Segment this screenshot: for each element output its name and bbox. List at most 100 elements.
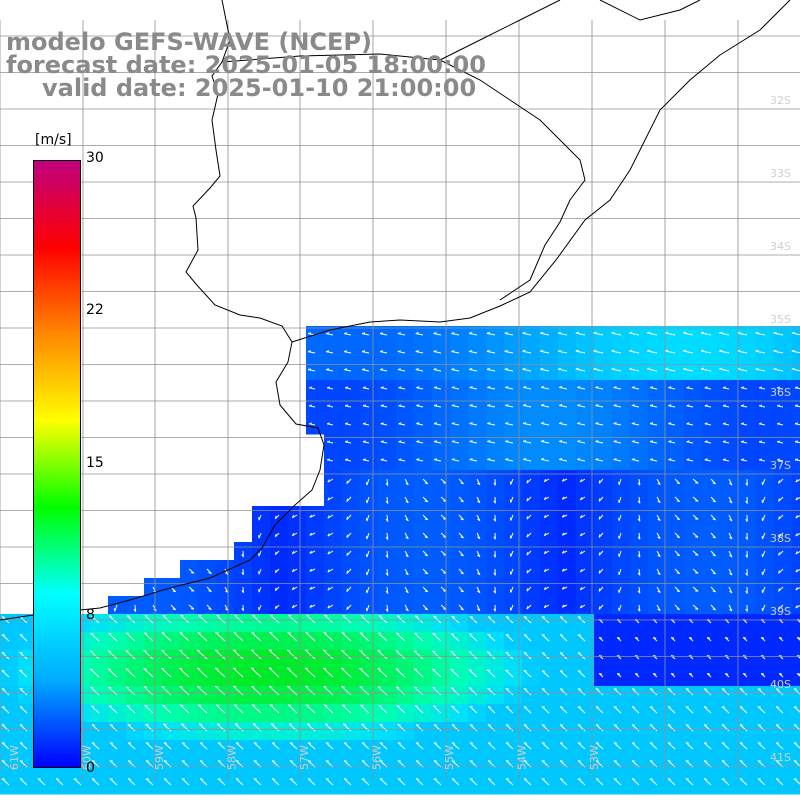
wind-arrow	[523, 670, 532, 678]
wind-arrow-head	[450, 650, 454, 653]
wind-speed-cell	[684, 614, 703, 633]
wind-arrow-head	[451, 742, 456, 744]
wind-arrow	[305, 614, 316, 624]
wind-speed-cell	[774, 650, 793, 669]
wind-arrow-head	[577, 706, 582, 708]
wind-speed-cell	[342, 452, 361, 471]
wind-arrow-head	[613, 778, 618, 780]
wind-arrow-head	[416, 440, 420, 443]
wind-arrow-head	[647, 367, 651, 370]
wind-arrow-head	[208, 572, 212, 575]
wind-arrow	[125, 686, 136, 696]
wind-arrow-head	[268, 667, 273, 670]
wind-arrow	[188, 604, 195, 610]
wind-arrow	[559, 440, 568, 444]
wind-speed-cell	[486, 416, 505, 435]
wind-arrow	[215, 685, 226, 696]
wind-arrow-head	[179, 632, 183, 634]
wind-arrow-head	[758, 458, 763, 461]
wind-arrow-head	[271, 778, 276, 780]
wind-arrow-head	[270, 723, 275, 725]
wind-arrow-head	[324, 614, 328, 617]
model-title: modelo GEFS-WAVE (NCEP)	[6, 28, 372, 56]
wind-speed-cell	[684, 344, 703, 363]
wind-arrow-head	[526, 516, 529, 520]
wind-speed-cell	[756, 416, 775, 435]
wind-arrow	[398, 387, 406, 390]
wind-arrow	[540, 368, 550, 372]
wind-arrow	[486, 350, 496, 354]
wind-arrow	[487, 706, 496, 714]
wind-arrow	[692, 478, 699, 484]
wind-arrow-head	[559, 724, 564, 726]
wind-arrow	[433, 333, 442, 336]
wind-arrow-head	[251, 631, 255, 634]
wind-arrow-head	[433, 705, 437, 708]
wind-arrow-head	[577, 386, 581, 388]
wind-arrow-head	[179, 685, 183, 688]
wind-speed-cell	[504, 380, 523, 399]
wind-arrow-head	[541, 742, 546, 744]
wind-arrow	[656, 532, 661, 539]
wind-arrow-head	[704, 404, 708, 407]
wind-arrow	[451, 778, 460, 786]
wind-speed-cell	[792, 398, 800, 417]
wind-arrow-head	[359, 632, 363, 634]
wind-arrow-head	[385, 572, 389, 576]
wind-arrow-head	[325, 332, 330, 335]
wind-arrow-head	[325, 778, 330, 780]
wind-arrow-head	[523, 742, 528, 744]
wind-arrow-head	[595, 742, 600, 744]
wind-speed-cell	[720, 632, 739, 651]
wind-arrow	[504, 350, 514, 354]
wind-arrow	[728, 568, 733, 576]
wind-arrow-head	[126, 704, 130, 707]
wind-arrow	[522, 332, 532, 336]
wind-arrow-head	[712, 518, 716, 521]
wind-speed-cell	[486, 398, 505, 417]
wind-arrow	[523, 386, 532, 390]
wind-arrow	[505, 724, 514, 732]
wind-arrow	[404, 496, 409, 504]
wind-speed-cell	[324, 524, 343, 543]
wind-arrow-head	[162, 704, 166, 707]
wind-arrow-head	[288, 614, 292, 617]
wind-arrow-head	[253, 778, 258, 780]
wind-arrow-head	[253, 742, 258, 744]
wind-arrow-head	[685, 778, 690, 780]
wind-arrow-head	[598, 480, 601, 484]
wind-arrow	[395, 668, 406, 678]
wind-arrow-head	[395, 668, 399, 670]
coastline-path	[0, 0, 325, 621]
wind-arrow	[721, 724, 730, 732]
wind-arrow-head	[523, 706, 528, 708]
wind-arrow-head	[323, 667, 327, 670]
wind-arrow-head	[291, 514, 295, 519]
wind-arrow	[398, 459, 406, 462]
wind-arrow-head	[415, 615, 419, 618]
wind-arrow	[161, 649, 172, 660]
wind-arrow	[143, 668, 154, 678]
uruguay-border	[221, 53, 586, 301]
wind-arrow-head	[791, 331, 795, 334]
wind-arrow-head	[268, 649, 273, 652]
wind-arrow-head	[793, 760, 798, 762]
wind-arrow	[305, 631, 316, 642]
wind-arrow	[595, 724, 604, 732]
wind-arrow-head	[251, 704, 256, 706]
wind-speed-cell	[396, 398, 415, 417]
wind-arrow-head	[631, 404, 635, 407]
wind-arrow	[631, 742, 640, 750]
wind-arrow-head	[433, 615, 437, 618]
wind-arrow	[287, 631, 298, 642]
longitude-label: 61W	[8, 745, 21, 770]
wind-arrow-head	[778, 588, 780, 592]
wind-arrow-head	[719, 349, 723, 352]
wind-speed-cell	[648, 614, 667, 633]
wind-speed-cell	[396, 452, 415, 471]
wind-arrow	[163, 778, 172, 786]
wind-speed-cell	[558, 524, 577, 543]
wind-speed-cell	[720, 380, 739, 399]
wind-arrow-head	[405, 608, 409, 612]
wind-arrow	[728, 514, 733, 522]
